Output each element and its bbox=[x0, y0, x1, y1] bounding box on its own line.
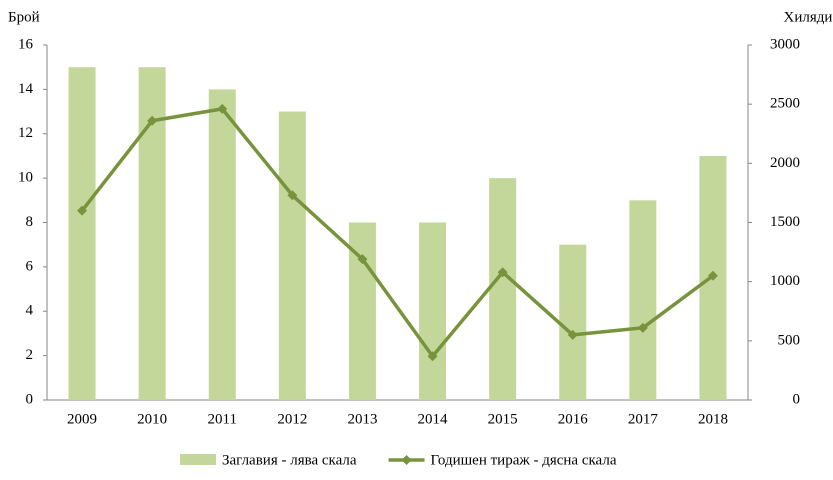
y-tick-label: 2 bbox=[26, 347, 34, 363]
y2-tick-label: 0 bbox=[793, 391, 801, 407]
y2-tick-label: 1500 bbox=[770, 214, 800, 230]
y2-tick-label: 500 bbox=[778, 332, 801, 348]
x-tick-label: 2009 bbox=[67, 411, 97, 427]
y2-tick-label: 3000 bbox=[770, 36, 800, 52]
bar bbox=[489, 178, 517, 400]
y-tick-label: 12 bbox=[18, 125, 33, 141]
y2-tick-label: 2500 bbox=[770, 96, 800, 112]
y-tick-label: 8 bbox=[26, 214, 34, 230]
x-tick-label: 2014 bbox=[418, 411, 449, 427]
y-tick-label: 4 bbox=[26, 303, 34, 319]
bar bbox=[208, 89, 236, 400]
y2-axis-label: Хиляди bbox=[784, 9, 833, 25]
x-tick-label: 2016 bbox=[558, 411, 589, 427]
x-tick-label: 2012 bbox=[277, 411, 307, 427]
line-marker bbox=[567, 329, 578, 340]
line-marker bbox=[707, 270, 718, 281]
legend-label: Заглавия - лява скала bbox=[222, 452, 357, 468]
x-tick-label: 2010 bbox=[137, 411, 167, 427]
bar bbox=[68, 67, 96, 400]
bar bbox=[629, 200, 657, 400]
line-marker bbox=[497, 267, 508, 278]
y2-tick-label: 2000 bbox=[770, 155, 800, 171]
x-tick-label: 2011 bbox=[208, 411, 237, 427]
x-tick-label: 2015 bbox=[488, 411, 518, 427]
legend-swatch bbox=[180, 454, 216, 465]
y-tick-label: 6 bbox=[26, 258, 34, 274]
legend-label: Годишен тираж - дясна скала bbox=[431, 452, 617, 468]
x-tick-label: 2018 bbox=[698, 411, 728, 427]
line-marker bbox=[147, 115, 158, 126]
x-tick-label: 2017 bbox=[628, 411, 659, 427]
line-marker bbox=[287, 190, 298, 201]
y-tick-label: 16 bbox=[18, 36, 34, 52]
bar bbox=[278, 111, 306, 400]
y-axis-label: Брой bbox=[8, 9, 40, 25]
y2-tick-label: 1000 bbox=[770, 273, 800, 289]
legend-marker bbox=[401, 455, 412, 465]
y-tick-label: 10 bbox=[18, 170, 33, 186]
line-marker bbox=[637, 322, 648, 333]
line-marker bbox=[217, 103, 228, 114]
line-marker bbox=[77, 205, 88, 216]
line-marker bbox=[427, 351, 438, 362]
bar bbox=[559, 244, 587, 400]
line-marker bbox=[357, 254, 368, 265]
x-tick-label: 2013 bbox=[347, 411, 377, 427]
y-tick-label: 0 bbox=[26, 391, 34, 407]
y-tick-label: 14 bbox=[18, 81, 34, 97]
bar bbox=[419, 222, 447, 400]
line bbox=[80, 107, 714, 358]
